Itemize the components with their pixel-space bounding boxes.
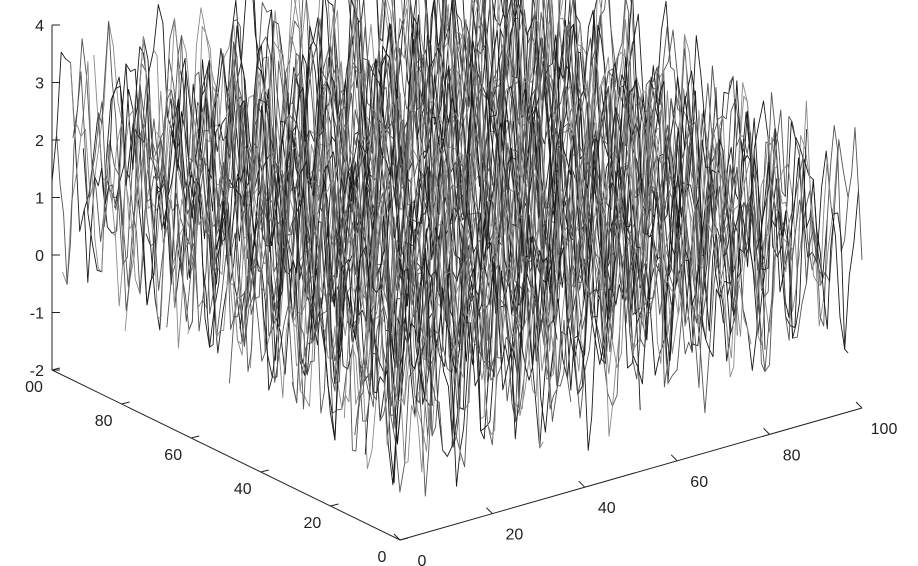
x-tick-mark (855, 401, 863, 409)
x-axis-ticks: 0 20 40 60 80 100 (393, 401, 898, 566)
z-tick-label: -2 (30, 363, 44, 380)
z-axis-ticks: -2 -1 0 1 2 3 4 (30, 18, 60, 380)
z-tick-label: 1 (35, 191, 44, 208)
x-tick-label: 20 (506, 527, 524, 544)
x-axis-line (399, 407, 863, 541)
mesh-line-y (56, 71, 406, 452)
y-tick-label: 40 (234, 481, 252, 498)
mesh-line-y (153, 18, 503, 435)
y-tick-mark (51, 367, 61, 371)
x-tick-mark (393, 533, 401, 541)
y-axis-ticks: 0 20 40 60 80 00 (25, 367, 409, 566)
y-tick-mark (191, 435, 200, 439)
z-tick-label: 4 (35, 18, 44, 35)
mesh-line-x (51, 0, 515, 240)
x-tick-label: 0 (418, 553, 427, 566)
mesh-line-x (72, 0, 536, 288)
x-tick-mark (763, 428, 770, 435)
x-tick-label: 60 (690, 474, 708, 491)
y-tick-mark (121, 401, 130, 405)
mesh-line-x (385, 139, 849, 493)
surface-mesh (51, 0, 863, 497)
x-tick-label: 40 (598, 500, 616, 517)
mesh-line-y (222, 19, 572, 410)
mesh-line-y (376, 0, 724, 358)
y-tick-mark (330, 503, 339, 507)
y-tick-label: 0 (378, 549, 387, 566)
mesh-line-y (350, 0, 697, 388)
x-tick-mark (578, 480, 586, 488)
y-tick-label: 80 (95, 413, 113, 430)
y-tick-label: 00 (25, 379, 43, 396)
y-axis-line (51, 369, 401, 541)
mesh-line-y (471, 0, 821, 341)
mesh-line-y (125, 46, 475, 487)
y-tick-mark (399, 537, 409, 541)
z-tick-label: -1 (30, 306, 44, 323)
z-tick-label: 2 (35, 133, 44, 150)
mesh-line-y (97, 20, 447, 497)
mesh-line-y (236, 10, 586, 397)
mesh-line-y (277, 0, 627, 437)
mesh-line-y (253, 0, 600, 451)
x-tick-label: 100 (871, 421, 898, 438)
mesh-line-y (462, 0, 808, 339)
x-tick-mark (670, 454, 678, 462)
mesh-line-x (396, 150, 859, 457)
mesh-line-x (187, 0, 651, 335)
z-tick-label: 0 (35, 248, 44, 265)
mesh-line-y (180, 41, 530, 422)
x-tick-label: 80 (783, 447, 801, 464)
y-tick-label: 60 (164, 447, 182, 464)
y-tick-mark (260, 469, 269, 473)
x-tick-mark (486, 507, 493, 514)
mesh-line-x (114, 0, 578, 308)
mesh-line-y (70, 60, 419, 465)
z-tick-label: 3 (35, 76, 44, 93)
mesh-line-y (305, 0, 655, 380)
y-tick-label: 20 (304, 515, 322, 532)
